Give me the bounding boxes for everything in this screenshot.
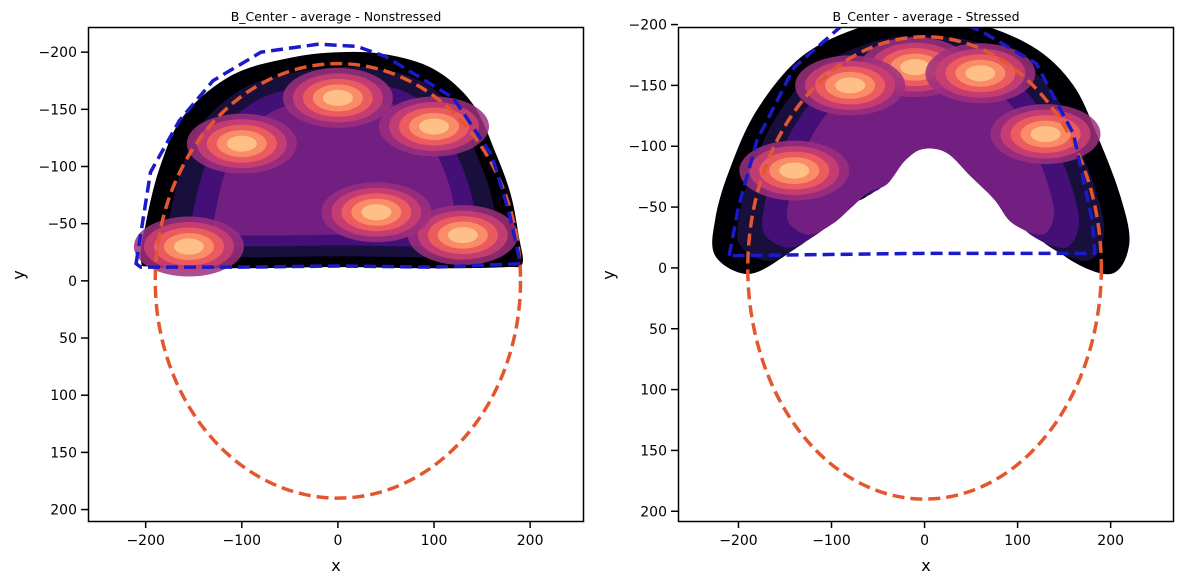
arena-ellipse [746,34,1104,501]
tick-group: −200 −100 0 100 200 −200 −150 −100 −50 0 50 100 150 2… [39,45,544,549]
plot-layer [133,42,523,500]
x-tick-label: 200 [517,533,544,549]
plot-area [712,27,1130,501]
y-tick-label: −100 [629,139,667,155]
x-axis-label: x [921,556,930,575]
tick-group: −200 −100 0 100 200 −200 −150 −100 −50 0 50 100 150 2… [629,18,1124,549]
y-tick-label: −150 [39,102,77,118]
density-peak-level [173,238,204,255]
y-tick-label: 150 [50,445,77,461]
y-tick-label: 100 [640,383,667,399]
density-peak-level [419,118,450,135]
x-tick-label: 0 [920,533,929,549]
density-peak [379,96,490,157]
y-axis-label: y [599,270,618,279]
density-peak-level [322,89,353,106]
y-tick-label: 0 [68,274,77,290]
density-region [133,51,523,277]
y-tick-label: 150 [640,443,667,459]
density-peak-level [900,59,931,76]
density-peak-level [226,135,257,152]
plot-frame [677,26,1175,523]
x-tick-label: −100 [812,533,850,549]
y-tick-label: −50 [47,217,77,233]
plot-layer [712,27,1130,501]
density-peak [186,113,297,174]
convex-hull [727,27,1097,258]
density-peak [990,104,1101,165]
y-tick-label: 100 [50,388,77,404]
x-tick-label: 200 [1097,533,1124,549]
y-tick-label: −200 [39,45,77,61]
y-tick-label: 200 [50,503,77,519]
y-tick-label: 0 [658,261,667,277]
x-tick-label: −200 [719,533,757,549]
x-tick-label: −100 [223,533,261,549]
density-peak [795,55,906,116]
density-peak [407,205,518,266]
x-axis-label: x [331,556,340,575]
chart-title: B_Center - average - Stressed [832,9,1019,24]
x-tick-label: 0 [333,533,342,549]
x-tick-label: 100 [421,533,448,549]
density-peak-level [835,77,866,94]
y-tick-label: −100 [39,160,77,176]
plot-frame [87,26,585,523]
density-peak-level [779,162,810,179]
y-tick-label: −50 [637,200,667,216]
y-tick-label: −200 [629,18,667,34]
y-tick-label: 200 [640,504,667,520]
subplot-nonstressed: −200 −100 0 100 200 −200 −150 −100 −50 0 50 100 150 2… [9,9,585,575]
density-peak-level [1030,126,1061,143]
plot-area [133,42,523,500]
density-peak [133,216,244,277]
arena-ellipse [153,61,523,500]
convex-hull [134,42,523,269]
y-axis-label: y [9,270,28,279]
chart-title: B_Center - average - Nonstressed [231,9,442,24]
density-region [712,27,1130,275]
density-peak [321,182,432,243]
subplot-stressed: −200 −100 0 100 200 −200 −150 −100 −50 0 50 100 150 2… [599,9,1175,575]
density-peak-level [965,65,996,82]
density-peak [739,140,850,201]
x-tick-label: −200 [126,533,164,549]
density-peak-level [447,227,478,244]
density-peak-level [361,204,392,221]
y-tick-label: 50 [59,331,77,347]
x-tick-label: 100 [1004,533,1031,549]
density-peak [282,67,393,128]
y-tick-label: −150 [629,78,667,94]
y-tick-label: 50 [649,322,667,338]
